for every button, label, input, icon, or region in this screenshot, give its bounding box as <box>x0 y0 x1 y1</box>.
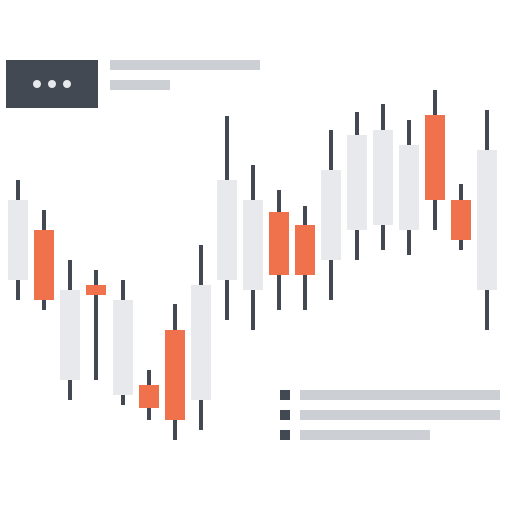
menu-dot-icon <box>63 80 71 88</box>
title-bar <box>110 60 260 70</box>
candle-body-9 <box>243 200 263 290</box>
legend-bar-2 <box>300 430 430 440</box>
candle-body-3 <box>86 285 106 295</box>
legend-bullet-1 <box>280 410 290 420</box>
candle-body-16 <box>425 115 445 200</box>
candle-body-11 <box>295 225 315 275</box>
candle-body-18 <box>477 150 497 290</box>
candle-body-5 <box>139 385 159 408</box>
candle-body-4 <box>113 300 133 395</box>
candle-body-17 <box>451 200 471 240</box>
header-menu-box <box>6 60 98 108</box>
candlestick-chart <box>0 0 512 512</box>
menu-dot-icon <box>33 80 41 88</box>
candle-body-6 <box>165 330 185 420</box>
legend-bullet-2 <box>280 430 290 440</box>
candle-body-15 <box>399 145 419 230</box>
legend-bar-1 <box>300 410 500 420</box>
candle-body-13 <box>347 135 367 230</box>
subtitle-bar <box>110 80 170 90</box>
menu-dot-icon <box>48 80 56 88</box>
candle-body-10 <box>269 212 289 275</box>
candle-body-7 <box>191 285 211 400</box>
candle-body-2 <box>60 290 80 380</box>
legend-bar-0 <box>300 390 500 400</box>
candle-body-14 <box>373 130 393 225</box>
candle-body-12 <box>321 170 341 260</box>
legend-bullet-0 <box>280 390 290 400</box>
candle-body-1 <box>34 230 54 300</box>
candle-body-0 <box>8 200 28 280</box>
candle-body-8 <box>217 180 237 280</box>
